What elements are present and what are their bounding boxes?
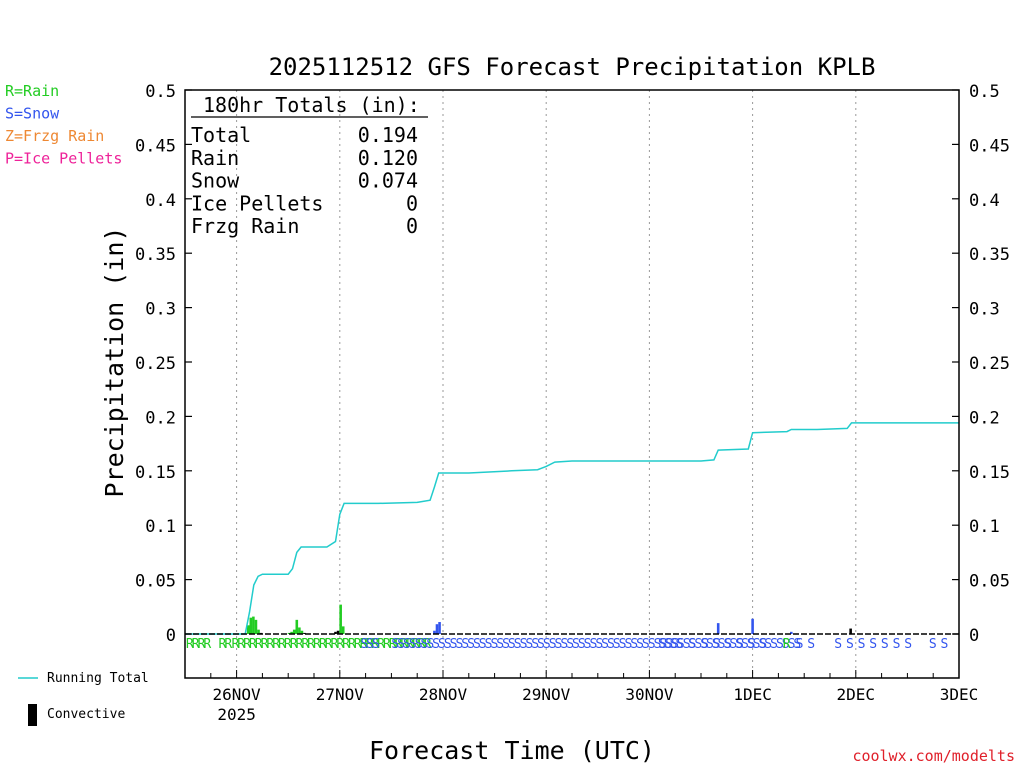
- totals-row-label: Snow: [191, 169, 240, 193]
- ptype-legend-item: P=Ice Pellets: [5, 150, 122, 168]
- ptype-letters: S: [688, 637, 695, 652]
- ptype-row: RRRR RR RRRRRRRRRRRRRRRRRRRRRRRRRRRRRRRRRR…: [186, 637, 950, 652]
- ptype-letters: SSSS: [658, 637, 682, 652]
- y-tick-label: 0.3: [145, 300, 176, 320]
- y-axis-left: 0.5 0.45 0.4 0.35 0.3 0.25 0.2 0.15 0.1 0.05 0: [135, 82, 192, 646]
- ptype-letters: RRRR: [186, 637, 211, 652]
- precip-bar: [292, 629, 296, 634]
- y-axis-right: 0.5 0.45 0.4 0.35 0.3 0.25 0.2 0.15 0.1 0.05 0: [952, 82, 1010, 646]
- precip-bar: [334, 631, 337, 634]
- x-tick-label: 30NOV: [625, 685, 674, 704]
- precip-bar: [249, 617, 253, 634]
- ptype-letters: R: [783, 637, 791, 652]
- precip-bar: [298, 627, 301, 634]
- series-legend: Running Total Convective: [18, 671, 149, 726]
- precip-bar: [254, 619, 258, 634]
- chart-title: 2025112512 GFS Forecast Precipitation KP…: [269, 53, 876, 81]
- totals-box: 180hr Totals (in): Total 0.194 Rain 0.120 Sno…: [191, 93, 428, 238]
- precip-bar: [252, 616, 255, 634]
- y-tick-label: 0.3: [969, 300, 1000, 320]
- y-tick-label: 0.5: [145, 82, 176, 102]
- y-tick-label: 0.35: [969, 245, 1010, 265]
- totals-row-label: Frzg Rain: [191, 214, 299, 238]
- precip-bar: [290, 631, 293, 634]
- credit-text: coolwx.com/modelts: [852, 747, 1015, 765]
- totals-row-value: 0.074: [358, 169, 418, 193]
- totals-row-label: Ice Pellets: [191, 191, 323, 215]
- ptype-letters: S S S S S S S: [834, 637, 911, 652]
- ptype-letters: RR: [219, 637, 233, 652]
- y-tick-label: 0.1: [145, 517, 176, 537]
- x-tick-label: 26NOV: [213, 685, 262, 704]
- ptype-legend-item: Z=Frzg Rain: [5, 127, 104, 145]
- ptype-legend-item: R=Rain: [5, 82, 59, 100]
- y-tick-label: 0.25: [969, 354, 1010, 374]
- precip-bar: [257, 629, 260, 634]
- totals-row-value: 0.120: [358, 146, 418, 170]
- y-tick-label: 0.5: [969, 82, 1000, 102]
- precip-bar: [341, 626, 345, 634]
- legend-label: Convective: [47, 707, 125, 722]
- y-tick-label: 0.05: [135, 572, 176, 592]
- running-total-line: [185, 422, 959, 635]
- x-tick-label: 28NOV: [419, 685, 468, 704]
- y-tick-label: 0.35: [135, 245, 176, 265]
- plot-frame: [184, 89, 960, 679]
- x-tick-sublabel: 2025: [217, 705, 256, 724]
- legend-label: Running Total: [47, 671, 149, 686]
- totals-row-label: Rain: [191, 146, 239, 170]
- y-tick-label: 0.45: [135, 136, 176, 156]
- ptype-letters: SSSSSSSSSSSSSSSSSSSSSSSSSSSSSSSSSSSSSSSS…: [391, 637, 800, 652]
- y-tick-label: 0.45: [969, 136, 1010, 156]
- precip-bar: [438, 622, 441, 634]
- y-tick-label: 0.25: [135, 354, 176, 374]
- precip-bar: [435, 624, 439, 634]
- ptype-letters: S S S S S S: [701, 637, 766, 652]
- x-tick-label: 29NOV: [522, 685, 571, 704]
- precip-bar: [716, 623, 720, 634]
- precip-bar: [246, 625, 250, 634]
- legend-bar-swatch: [28, 704, 37, 726]
- precip-bars: [246, 604, 852, 634]
- y-tick-label: 0: [969, 626, 979, 646]
- y-tick-label: 0: [166, 626, 176, 646]
- totals-row-value: 0: [406, 191, 418, 215]
- ptype-legend-item: S=Snow: [5, 105, 60, 123]
- precip-bar: [300, 630, 304, 634]
- y-tick-label: 0.4: [145, 191, 176, 211]
- precip-bar: [433, 630, 436, 634]
- x-tick-label: 27NOV: [316, 685, 365, 704]
- totals-row-value: 0: [406, 214, 418, 238]
- precip-bar: [790, 631, 793, 634]
- precip-bar: [339, 604, 342, 634]
- y-tick-label: 0.4: [969, 191, 1000, 211]
- x-tick-label: 2DEC: [837, 685, 876, 704]
- gridlines: [236, 90, 857, 678]
- y-tick-label: 0.05: [969, 572, 1010, 592]
- ptype-legend: R=Rain S=Snow Z=Frzg Rain P=Ice Pellets: [5, 82, 122, 168]
- precip-bar: [303, 632, 306, 634]
- ptype-letters: SSS: [360, 637, 379, 652]
- x-tick-label: 1DEC: [733, 685, 772, 704]
- precip-bar: [751, 618, 754, 634]
- totals-row-label: Total: [191, 123, 251, 147]
- y-tick-label: 0.15: [969, 463, 1010, 483]
- ptype-letters: S S: [929, 637, 948, 652]
- precip-bar: [295, 619, 299, 634]
- y-tick-label: 0.2: [969, 408, 1000, 428]
- x-tick-label: 3DEC: [940, 685, 979, 704]
- x-axis-label: Forecast Time (UTC): [369, 736, 655, 765]
- y-tick-label: 0.2: [145, 408, 176, 428]
- totals-row-value: 0.194: [358, 123, 418, 147]
- y-tick-label: 0.15: [135, 463, 176, 483]
- precip-bar: [849, 628, 852, 634]
- totals-header: 180hr Totals (in):: [203, 93, 420, 117]
- y-tick-label: 0.1: [969, 517, 1000, 537]
- precip-bar: [336, 630, 340, 634]
- y-axis-label: Precipitation (in): [100, 227, 129, 498]
- ptype-letters: S S: [796, 637, 815, 652]
- ptype-letters: RRRRRRRRRRRRRRRRRRRRRRRRRRRRRRRRRR: [231, 637, 431, 652]
